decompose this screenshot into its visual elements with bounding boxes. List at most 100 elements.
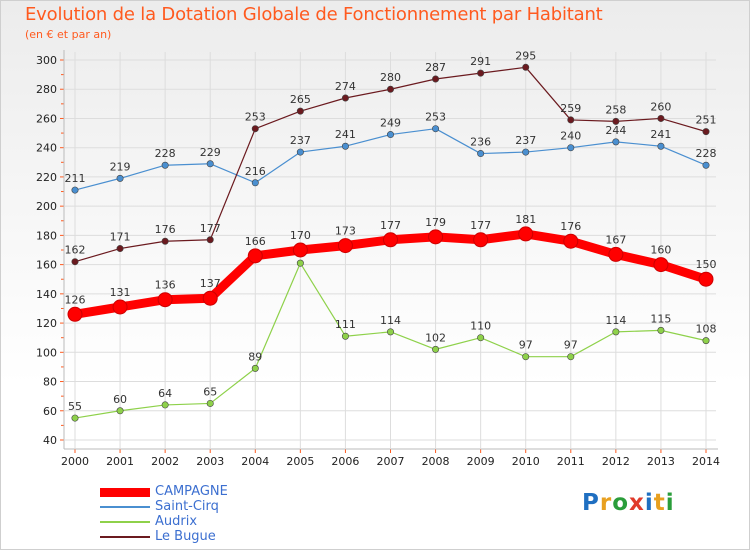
data-point <box>112 299 128 315</box>
data-label: 131 <box>110 286 131 299</box>
data-point <box>161 161 169 169</box>
y-tick-label: 260 <box>36 112 57 125</box>
data-label: 160 <box>650 244 671 257</box>
y-tick-label: 80 <box>43 376 57 389</box>
legend-label: Le Bugue <box>155 529 216 544</box>
data-label: 265 <box>290 93 311 106</box>
data-label: 211 <box>65 172 86 185</box>
legend: CAMPAGNE Saint-Cirq Audrix Le Bugue <box>100 484 300 545</box>
x-tick-label: 2005 <box>286 455 314 468</box>
y-tick-label: 280 <box>36 83 57 96</box>
line-chart: 40 60 80 100 120 140 160 180 200 220 240 260 280 300 2… <box>36 49 720 468</box>
data-label: 137 <box>200 277 221 290</box>
data-label: 251 <box>696 114 717 127</box>
y-tick-label: 240 <box>36 142 57 155</box>
data-point <box>386 131 394 139</box>
legend-swatch <box>100 487 150 497</box>
data-point <box>432 125 440 133</box>
data-label: 177 <box>380 219 401 232</box>
data-point <box>386 328 394 336</box>
data-label: 274 <box>335 80 356 93</box>
data-label: 115 <box>650 312 671 325</box>
data-point <box>657 114 665 122</box>
data-label: 126 <box>65 293 86 306</box>
data-point <box>567 144 575 152</box>
data-point <box>251 125 259 133</box>
y-tick-label: 100 <box>36 346 57 359</box>
y-tick-label: 180 <box>36 229 57 242</box>
data-label-layer: 211 219 228 229 216 237 241 249 253 236 237 240 244 2… <box>65 49 717 413</box>
data-label: 291 <box>470 55 491 68</box>
data-label: 237 <box>290 134 311 147</box>
data-label: 111 <box>335 318 356 331</box>
legend-item-audrix: Audrix <box>100 514 300 530</box>
x-tick-label: 2012 <box>602 455 630 468</box>
series-audrix <box>71 259 710 422</box>
data-point <box>206 160 214 168</box>
grid-layer <box>65 52 716 448</box>
axis-layer: 40 60 80 100 120 140 160 180 200 220 240 260 280 300 2… <box>36 50 720 468</box>
data-label: 280 <box>380 71 401 84</box>
data-point <box>522 353 530 361</box>
data-point <box>563 233 579 249</box>
data-point <box>702 161 710 169</box>
data-label: 162 <box>65 244 86 257</box>
data-label: 177 <box>470 219 491 232</box>
data-label: 295 <box>515 49 536 62</box>
data-point <box>522 63 530 71</box>
data-label: 244 <box>605 124 626 137</box>
data-label: 259 <box>560 102 581 115</box>
data-point <box>702 128 710 136</box>
x-tick-label: 2002 <box>151 455 179 468</box>
data-label: 173 <box>335 225 356 238</box>
data-label: 287 <box>425 61 446 74</box>
data-label: 229 <box>200 146 221 159</box>
data-point <box>341 142 349 150</box>
legend-label: Saint-Cirq <box>155 499 219 514</box>
data-point <box>116 245 124 253</box>
data-label: 55 <box>68 400 82 413</box>
data-label: 241 <box>335 128 356 141</box>
data-label: 216 <box>245 165 266 178</box>
data-label: 65 <box>203 385 217 398</box>
data-point <box>477 69 485 77</box>
data-point <box>432 75 440 83</box>
legend-item-le-bugue: Le Bugue <box>100 529 300 545</box>
data-point <box>612 117 620 125</box>
legend-swatch <box>100 536 150 538</box>
data-label: 166 <box>245 235 266 248</box>
data-point <box>522 148 530 156</box>
x-tick-label: 2010 <box>512 455 540 468</box>
data-point <box>608 246 624 262</box>
data-label: 228 <box>155 147 176 160</box>
data-point <box>116 174 124 182</box>
data-point <box>477 150 485 158</box>
data-point <box>473 232 489 248</box>
logo-letter: t <box>653 490 666 516</box>
data-label: 260 <box>650 100 671 113</box>
data-point <box>292 242 308 258</box>
y-tick-label: 220 <box>36 171 57 184</box>
data-point <box>567 353 575 361</box>
legend-label: CAMPAGNE <box>155 484 228 499</box>
data-label: 136 <box>155 279 176 292</box>
data-label: 179 <box>425 216 446 229</box>
logo-letter: i <box>644 490 654 516</box>
x-tick-label: 2008 <box>422 455 450 468</box>
logo-letter: o <box>612 490 630 516</box>
data-point <box>386 85 394 93</box>
data-label: 253 <box>425 111 446 124</box>
x-tick-label: 2000 <box>61 455 89 468</box>
data-point <box>67 306 83 322</box>
data-label: 228 <box>696 147 717 160</box>
data-label: 249 <box>380 117 401 130</box>
data-point <box>296 148 304 156</box>
legend-swatch <box>100 506 150 508</box>
y-tick-label: 120 <box>36 317 57 330</box>
data-label: 236 <box>470 136 491 149</box>
data-label: 258 <box>605 103 626 116</box>
series-saint-cirq <box>71 125 710 194</box>
data-point <box>657 326 665 334</box>
data-point <box>206 236 214 244</box>
data-point <box>251 179 259 187</box>
